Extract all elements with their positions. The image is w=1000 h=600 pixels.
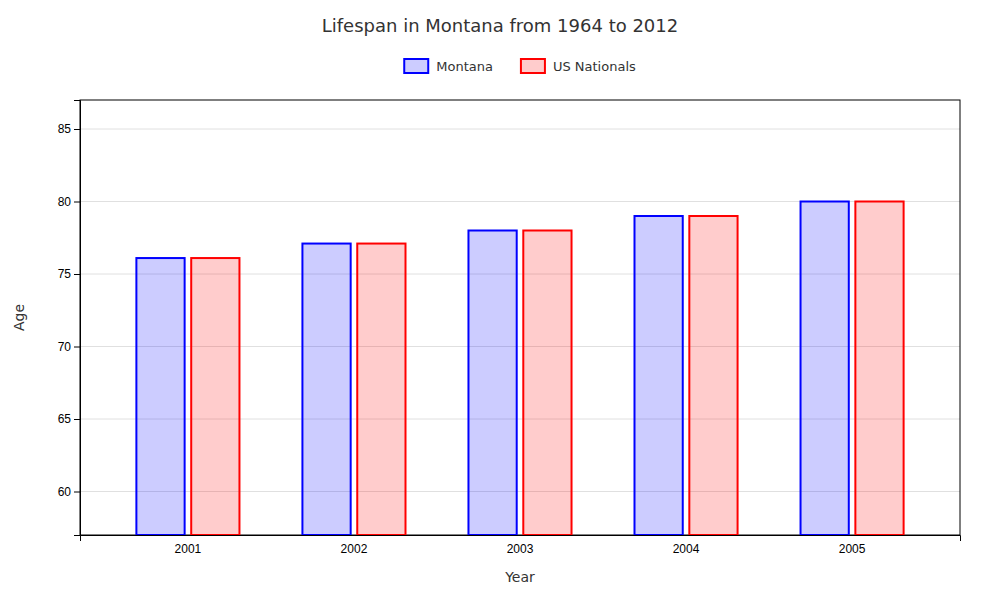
x-axis-line [81,536,961,542]
x-tick-label: 2005 [839,542,866,556]
legend-item: US Nationals [521,59,636,74]
bar [635,216,683,535]
bars [136,202,903,536]
x-tick-label: 2001 [175,542,202,556]
bar [191,258,239,535]
bar [302,244,350,535]
y-tick: 60 [58,485,80,499]
bar [136,258,184,535]
grid-line [80,129,960,130]
y-tick-label: 65 [58,412,72,426]
x-tick: 2003 [507,542,534,556]
y-tick: 65 [58,412,80,426]
bar [689,216,737,535]
x-tick-label: 2002 [341,542,368,556]
bar [801,202,849,536]
legend-label: Montana [436,59,493,74]
x-axis-title: Year [504,569,535,585]
legend-swatch [521,59,545,73]
chart: 60 65 70 75 80 85 2001 2002 2003 2004 2005 Year Age L… [0,0,1000,600]
series [136,202,848,536]
x-tick-label: 2003 [507,542,534,556]
y-tick-label: 85 [58,122,72,136]
legend-label: US Nationals [553,59,636,74]
legend: Montana US Nationals [404,59,636,74]
y-tick: 75 [58,267,80,281]
y-tick-mark [74,492,80,493]
bar [855,202,903,536]
series [191,202,903,536]
title: Lifespan in Montana from 1964 to 2012 [322,15,678,36]
y-tick-label: 60 [58,485,72,499]
y-tick-label: 75 [58,267,72,281]
y-tick-mark [74,274,80,275]
legend-item: Montana [404,59,493,74]
y-tick-mark [74,202,80,203]
bar [357,244,405,535]
y-tick-label: 80 [58,195,72,209]
y-tick-mark [74,129,80,130]
x-tick-label: 2004 [673,542,700,556]
y-tick-mark [74,419,80,420]
y-tick: 85 [58,122,80,136]
bar [523,231,571,536]
x-tick: 2002 [341,542,368,556]
y-tick: 80 [58,195,80,209]
y-axis: 60 65 70 75 80 85 [58,101,81,536]
y-tick-label: 70 [58,340,72,354]
x-tick: 2005 [839,542,866,556]
y-tick-mark [74,347,80,348]
y-tick: 70 [58,340,80,354]
bar [468,231,516,536]
x-axis: 2001 2002 2003 2004 2005 [81,536,961,556]
x-tick: 2001 [175,542,202,556]
plot: 60 65 70 75 80 85 2001 2002 2003 2004 2005 [58,100,961,556]
y-axis-line [74,101,81,536]
y-axis-title: Age [11,304,27,331]
x-tick: 2004 [673,542,700,556]
plot-frame [80,100,960,535]
legend-swatch [404,59,428,73]
